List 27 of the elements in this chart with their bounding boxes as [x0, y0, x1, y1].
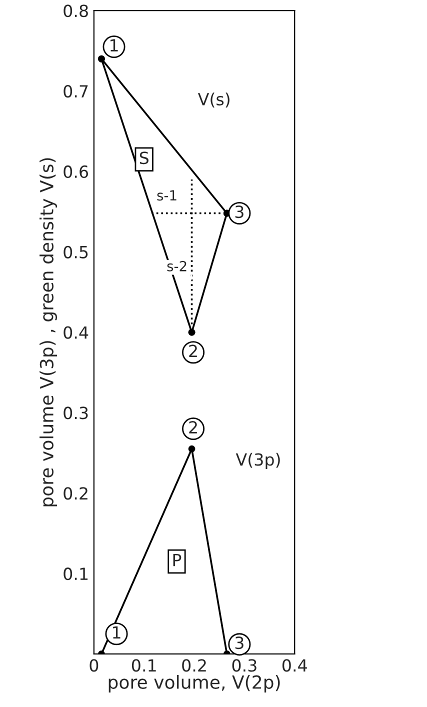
annotation: s-1: [157, 190, 176, 201]
x-tick-label: 0.4: [282, 659, 307, 672]
x-tick-label: 0: [90, 659, 98, 672]
y-tick-label: 0.1: [64, 568, 88, 580]
annotation: S: [140, 152, 148, 164]
y-tick-label: 0.4: [64, 326, 88, 339]
annotation: 3: [235, 636, 244, 650]
annotation: 3: [235, 205, 244, 218]
annotation: 2: [189, 344, 197, 357]
annotation: s-2: [167, 260, 186, 272]
y-tick-label: 0.2: [64, 487, 88, 500]
y-tick-label: 0.7: [64, 84, 88, 98]
x-tick-label: 0.1: [132, 659, 156, 672]
x-axis-title: pore volume, V(2p): [108, 674, 280, 692]
annotation: 1: [113, 626, 120, 638]
y-tick-label: 0.5: [64, 246, 88, 258]
annotation: P: [173, 554, 182, 566]
x-tick-label: 0.3: [232, 659, 256, 672]
annotation: 1: [110, 39, 118, 52]
x-tick-label: 0.2: [182, 659, 206, 672]
y-tick-label: 0.3: [64, 406, 88, 420]
y-axis-title: pore volume V(3p) , green density V(s): [40, 158, 58, 506]
y-tick-label: 0.6: [64, 165, 88, 178]
annotation: 2: [189, 421, 197, 434]
y-tick-label: 0.8: [64, 4, 88, 18]
annotation: V(s): [198, 92, 230, 108]
annotation: V(3p): [236, 452, 280, 470]
